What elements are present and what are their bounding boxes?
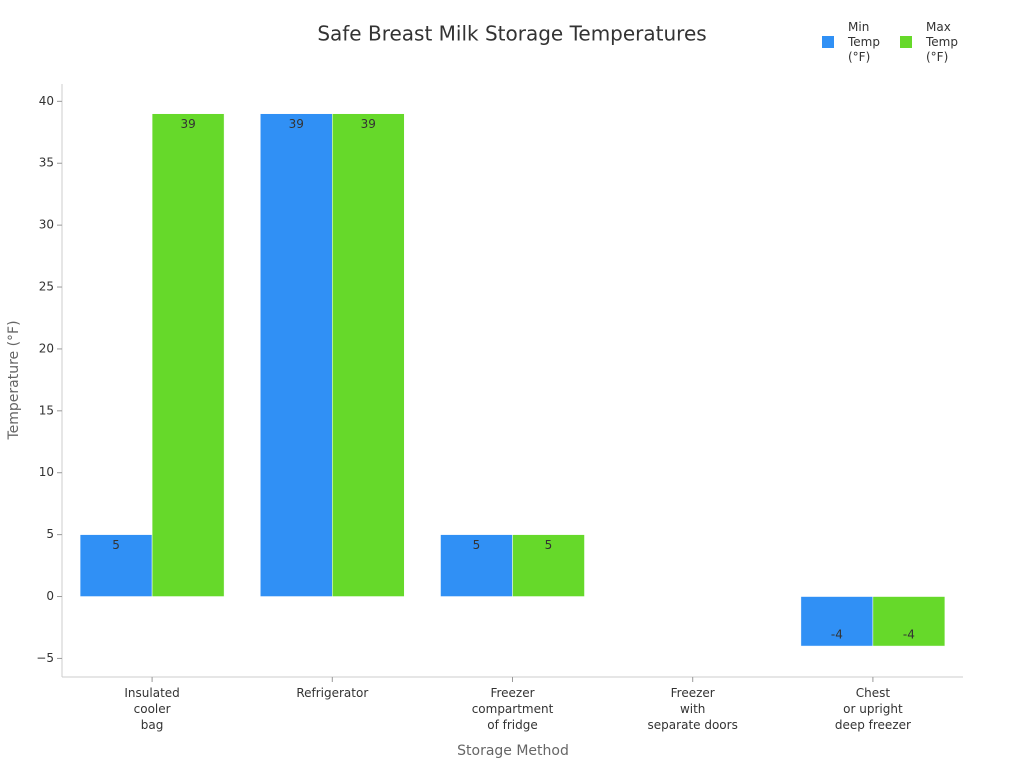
y-tick-label: 5 (46, 527, 54, 541)
x-tick-label-line: Refrigerator (296, 686, 368, 700)
x-tick-label-line: Freezer (671, 686, 715, 700)
data-label: -4 (831, 628, 843, 642)
bar (260, 113, 333, 597)
legend-swatch (822, 36, 834, 48)
legend-label-line: Temp (925, 35, 958, 49)
legend-label: Min Temp (°F) (847, 20, 880, 64)
bar (79, 534, 153, 597)
y-tick-label: 0 (46, 589, 54, 603)
y-tick-label: 25 (39, 280, 54, 294)
x-tick-label-line: compartment (472, 702, 554, 716)
data-label: -4 (903, 628, 915, 642)
x-tick-label: Freezer compartment of fridge (472, 686, 554, 732)
x-tick-label-line: of fridge (487, 718, 538, 732)
data-label: 39 (289, 117, 304, 131)
bar (800, 596, 874, 647)
legend-label-line: Max (926, 20, 951, 34)
y-tick-label: 30 (39, 218, 54, 232)
legend-swatch (900, 36, 912, 48)
legend-label-line: (°F) (848, 50, 870, 64)
x-tick-label: Insulated cooler bag (124, 686, 179, 732)
data-label: 39 (361, 117, 376, 131)
x-tick-label: Freezer with separate doors (648, 686, 738, 732)
bar (332, 113, 405, 597)
y-tick-label: 20 (39, 341, 54, 355)
legend-label-line: Temp (847, 35, 880, 49)
x-tick-label-line: Insulated (124, 686, 179, 700)
x-tick-label-line: or upright (843, 702, 903, 716)
bar (512, 534, 585, 597)
y-tick-label: 15 (39, 403, 54, 417)
bar (151, 113, 225, 597)
chart-title: Safe Breast Milk Storage Temperatures (317, 22, 706, 46)
x-tick-label-line: cooler (134, 702, 171, 716)
x-tick-label: Chest or upright deep freezer (835, 686, 911, 732)
x-tick-label-line: bag (141, 718, 164, 732)
data-label: 5 (112, 538, 120, 552)
data-label: 5 (545, 538, 553, 552)
x-tick-label-line: Freezer (490, 686, 534, 700)
y-axis-label: Temperature (°F) (6, 320, 22, 440)
y-tick-label: 35 (39, 156, 54, 170)
x-tick-label-line: deep freezer (835, 718, 911, 732)
data-label: 39 (180, 117, 195, 131)
x-axis-label: Storage Method (457, 743, 569, 759)
y-tick-label: 40 (39, 94, 54, 108)
data-label: 5 (473, 538, 481, 552)
x-tick-label-line: with (680, 702, 705, 716)
x-tick-label: Refrigerator (296, 686, 368, 700)
y-tick-label: 10 (39, 465, 54, 479)
legend-label-line: (°F) (926, 50, 948, 64)
bar (872, 596, 946, 647)
y-tick-label: −5 (36, 651, 54, 665)
legend-label: Max Temp (°F) (925, 20, 958, 64)
x-tick-label-line: Chest (856, 686, 891, 700)
x-tick-label-line: separate doors (648, 718, 738, 732)
legend-label-line: Min (848, 20, 869, 34)
